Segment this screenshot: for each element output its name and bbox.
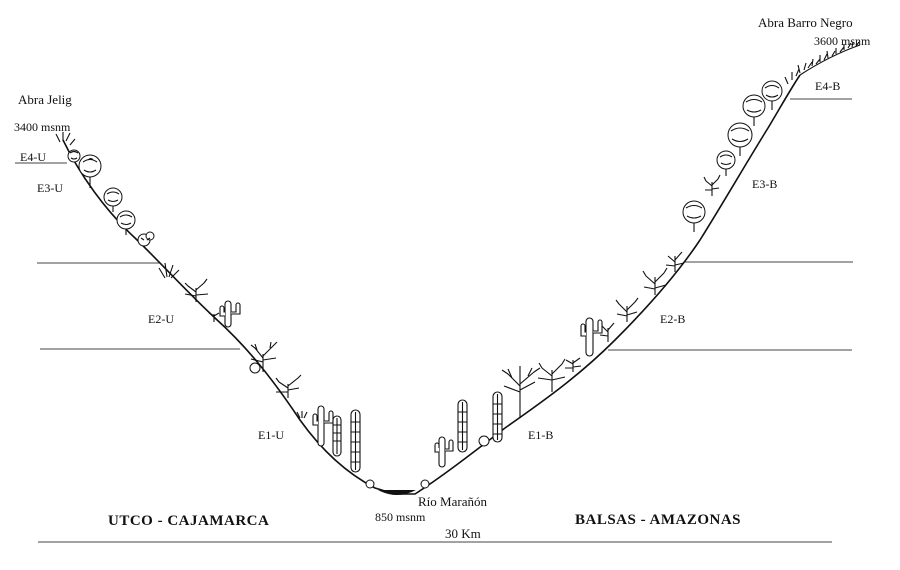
- tree-e4b: [761, 80, 783, 110]
- valley-ground-profile: [62, 74, 801, 495]
- tree-e3b-1: [682, 200, 706, 232]
- shrub-e2b-3: [642, 267, 668, 295]
- columnar-cactus-e1u-1: [332, 415, 342, 457]
- tree-e1b-2: [537, 358, 566, 392]
- left-pass-name: Abra Jelig: [18, 92, 72, 107]
- cactus-e1u-1: [312, 405, 334, 447]
- river-name: Río Marañón: [418, 494, 487, 509]
- distance-label: 30 Km: [445, 526, 481, 541]
- right-region-label: BALSAS - AMAZONAS: [575, 512, 741, 528]
- left-pass-altitude: 3400 msnm: [14, 120, 71, 134]
- tree-e1u-1: [250, 341, 278, 372]
- shrub-e2u-1: [184, 278, 209, 302]
- shrub-e1b-small: [478, 435, 490, 447]
- right-pass-name: Abra Barro Negro: [758, 15, 853, 30]
- shrub-e2u-2: [208, 312, 220, 322]
- left-region-label: UTCO - CAJAMARCA: [108, 513, 269, 529]
- left-summit-grass: [55, 132, 76, 146]
- grass-tuft-e3u: [158, 262, 180, 279]
- river-water: [378, 490, 416, 495]
- shrub-e3b-spiky: [703, 174, 721, 196]
- zone-label-e3-b: E3-B: [752, 177, 777, 191]
- shrub-e1u-small: [249, 362, 261, 374]
- tree-e3b-3: [727, 122, 753, 156]
- river-altitude: 850 msnm: [375, 510, 426, 524]
- shrub-e3u-flowers: [137, 231, 155, 247]
- cactus-e2b: [580, 317, 603, 357]
- small-grass-e1u: [296, 411, 308, 419]
- shrub-e2b-1: [599, 322, 615, 342]
- small-plant-riverbank-left: [365, 479, 375, 489]
- zone-label-e1-b: E1-B: [528, 428, 553, 442]
- shrub-e2b-2: [615, 297, 639, 322]
- tree-e3u-2: [103, 187, 123, 212]
- tree-e3u-3: [116, 210, 136, 235]
- zone-label-e4-b: E4-B: [815, 79, 840, 93]
- columnar-cactus-e1u-2: [350, 409, 361, 473]
- right-summit-grass: [784, 41, 861, 85]
- tree-e3u-1: [78, 154, 102, 188]
- cactus-e2u: [219, 300, 241, 328]
- tree-e3b-4: [742, 94, 766, 126]
- zone-label-e2-u: E2-U: [148, 312, 174, 326]
- small-cactus-riverbank-right: [420, 479, 430, 489]
- shrub-e4u: [67, 149, 81, 163]
- cactus-e1b-1: [434, 436, 454, 468]
- zone-label-e1-u: E1-U: [258, 428, 284, 442]
- tree-e1b-1: [501, 366, 541, 418]
- shrub-e1b-3: [565, 357, 582, 372]
- zone-label-e2-b: E2-B: [660, 312, 685, 326]
- zone-label-e4-u: E4-U: [20, 150, 46, 164]
- right-pass-altitude: 3600 msnm: [814, 34, 871, 48]
- tree-e3b-2: [716, 150, 736, 176]
- zone-label-e3-u: E3-U: [37, 181, 63, 195]
- shrub-e2b-4: [665, 251, 685, 272]
- columnar-cactus-e1b-2: [492, 391, 503, 443]
- tree-e1u-2: [275, 374, 302, 398]
- columnar-cactus-e1b-1: [457, 399, 468, 453]
